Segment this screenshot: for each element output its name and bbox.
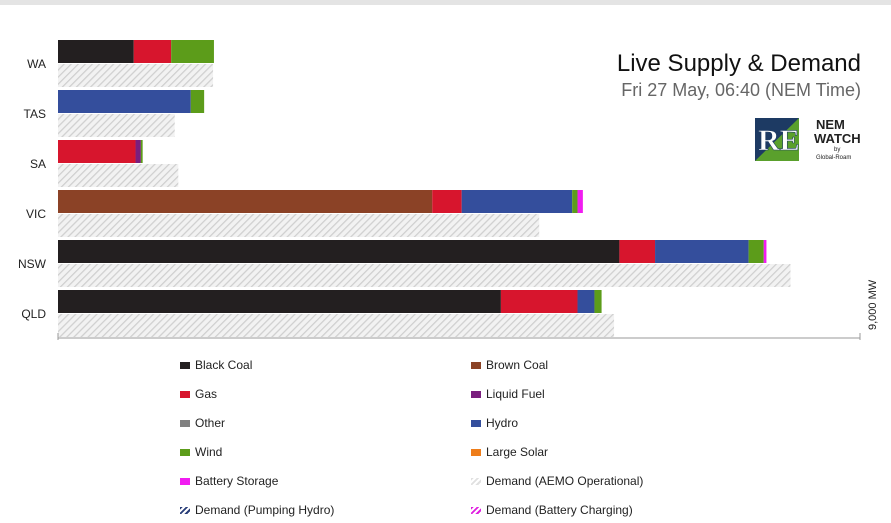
legend-swatch	[471, 390, 481, 398]
legend-swatch	[180, 390, 190, 398]
supply-bar-tas-wind[interactable]	[190, 90, 205, 113]
region-label-vic: VIC	[26, 207, 46, 221]
chart-subtitle: Fri 27 May, 06:40 (NEM Time)	[621, 80, 861, 100]
legend-item-large-solar[interactable]: Large Solar	[471, 444, 548, 460]
supply-bar-sa-gas[interactable]	[58, 140, 136, 163]
region-label-wa: WA	[27, 57, 46, 71]
supply-bar-vic-gas[interactable]	[432, 190, 462, 213]
legend-swatch	[471, 361, 481, 369]
nemwatch-logo[interactable]: NEM WATCH by Global-Roam	[810, 116, 866, 164]
re-logo-text: RE	[758, 124, 799, 157]
supply-bar-wa-black-coal[interactable]	[58, 40, 134, 63]
demand-bar-sa[interactable]	[58, 164, 179, 187]
supply-bar-vic-brown-coal[interactable]	[58, 190, 433, 213]
supply-bar-nsw-gas[interactable]	[619, 240, 656, 263]
top-bar	[0, 0, 891, 5]
legend-item-battery-storage[interactable]: Battery Storage	[180, 473, 278, 489]
legend-swatch	[471, 506, 481, 514]
nemwatch-logo-company: Global-Roam	[816, 155, 851, 161]
region-label-qld: QLD	[21, 307, 46, 321]
supply-bar-wa-wind[interactable]	[171, 40, 214, 63]
legend-label: Demand (Pumping Hydro)	[195, 503, 335, 517]
supply-bar-sa-wind[interactable]	[140, 140, 143, 163]
legend-item-demand-aemo-operational[interactable]: Demand (AEMO Operational)	[471, 473, 643, 489]
legend-swatch	[180, 361, 190, 369]
demand-bar-vic[interactable]	[58, 214, 540, 237]
legend-item-black-coal[interactable]: Black Coal	[180, 357, 252, 373]
legend-item-other[interactable]: Other	[180, 415, 225, 431]
supply-bar-qld-hydro[interactable]	[577, 290, 595, 313]
legend-label: Large Solar	[486, 445, 549, 459]
supply-bar-nsw-wind[interactable]	[748, 240, 764, 263]
supply-bar-sa-liquid-fuel[interactable]	[135, 140, 141, 163]
region-label-sa: SA	[30, 157, 46, 171]
legend-swatch	[180, 477, 190, 485]
legend-label: Demand (AEMO Operational)	[486, 474, 644, 488]
legend-label: Brown Coal	[486, 358, 549, 372]
legend-swatch	[180, 419, 190, 427]
demand-bar-qld[interactable]	[58, 314, 615, 337]
region-label-tas: TAS	[24, 107, 46, 121]
legend-item-wind[interactable]: Wind	[180, 444, 222, 460]
chart-title: Live Supply & Demand	[616, 50, 861, 77]
nemwatch-logo-line1: NEM	[816, 117, 845, 132]
legend-item-gas[interactable]: Gas	[180, 386, 217, 402]
legend-label: Liquid Fuel	[486, 387, 545, 401]
supply-bar-nsw-battery-storage[interactable]	[763, 240, 767, 263]
legend-swatch	[180, 506, 190, 514]
legend-label: Wind	[195, 445, 223, 459]
legend-label: Other	[195, 416, 226, 430]
re-logo[interactable]: RE	[755, 118, 799, 161]
demand-bar-wa[interactable]	[58, 64, 214, 87]
legend-swatch	[471, 477, 481, 485]
legend-item-demand-battery-charging[interactable]: Demand (Battery Charging)	[471, 502, 633, 518]
legend-item-brown-coal[interactable]: Brown Coal	[471, 357, 548, 373]
x-axis-max-label: 9,000 MW	[867, 279, 879, 330]
supply-bar-qld-gas[interactable]	[500, 290, 578, 313]
supply-bar-vic-hydro[interactable]	[461, 190, 573, 213]
legend-swatch	[180, 448, 190, 456]
supply-bar-nsw-black-coal[interactable]	[58, 240, 620, 263]
legend-label: Battery Storage	[195, 474, 279, 488]
legend-item-liquid-fuel[interactable]: Liquid Fuel	[471, 386, 545, 402]
supply-bar-tas-hydro[interactable]	[58, 90, 191, 113]
supply-demand-chart: WA TAS SA VIC NSW QLD 9,000 MW	[18, 40, 879, 340]
legend-item-demand-pumping-hydro[interactable]: Demand (Pumping Hydro)	[180, 502, 334, 518]
supply-bar-vic-battery-storage[interactable]	[577, 190, 583, 213]
demand-bar-tas[interactable]	[58, 114, 175, 137]
legend-swatch	[471, 448, 481, 456]
legend-label: Black Coal	[195, 358, 253, 372]
legend-swatch	[471, 419, 481, 427]
nemwatch-logo-by: by	[834, 147, 840, 153]
supply-bar-nsw-hydro[interactable]	[655, 240, 749, 263]
nemwatch-logo-line2: WATCH	[814, 131, 861, 146]
demand-bar-nsw[interactable]	[58, 264, 791, 287]
supply-bar-wa-gas[interactable]	[133, 40, 172, 63]
legend-label: Gas	[195, 387, 218, 401]
region-label-nsw: NSW	[18, 257, 47, 271]
supply-bar-qld-black-coal[interactable]	[58, 290, 501, 313]
legend-label: Demand (Battery Charging)	[486, 503, 633, 517]
legend-label: Hydro	[486, 416, 519, 430]
bars-layer: WA TAS SA VIC NSW QLD	[18, 40, 791, 337]
supply-bar-qld-wind[interactable]	[594, 290, 602, 313]
legend-item-hydro[interactable]: Hydro	[471, 415, 518, 431]
supply-bar-vic-wind[interactable]	[572, 190, 578, 213]
